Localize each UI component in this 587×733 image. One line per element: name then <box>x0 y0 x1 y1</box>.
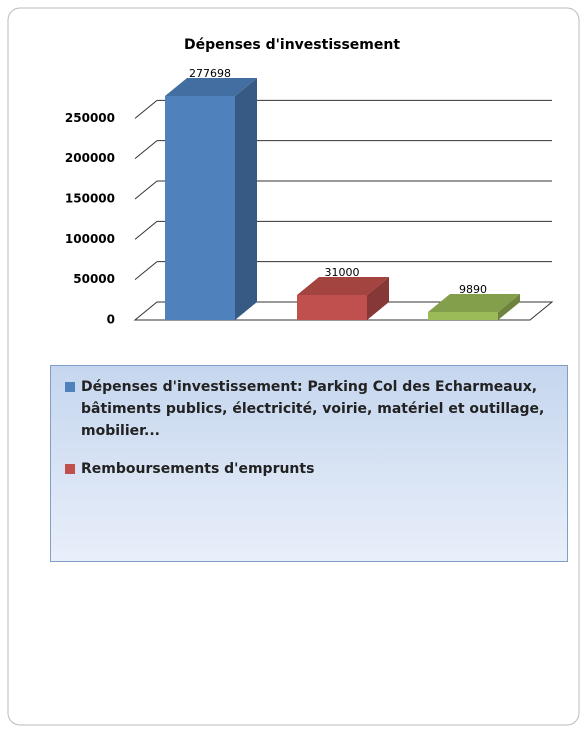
y-tick-label: 250000 <box>65 111 115 125</box>
legend-swatch <box>65 464 75 474</box>
floor <box>133 301 554 321</box>
y-tick-label: 0 <box>107 313 115 327</box>
legend-label: Remboursements d'emprunts <box>81 461 315 477</box>
bar-top <box>297 276 389 295</box>
bar <box>428 312 498 320</box>
value-label: 31000 <box>325 266 360 279</box>
bar-side <box>498 294 520 320</box>
y-tick-label: 100000 <box>65 232 115 246</box>
grid-side <box>134 261 158 281</box>
value-label: 9890 <box>459 283 487 296</box>
bar-side <box>367 276 389 320</box>
y-tick-label: 200000 <box>65 151 115 165</box>
chart-title: Dépenses d'investissement <box>184 37 400 53</box>
legend-entry: Dépenses d'investissement: Parking Col d… <box>65 376 557 442</box>
y-tick-label: 50000 <box>73 272 115 286</box>
grid-side <box>134 180 158 200</box>
bar-side <box>235 77 257 320</box>
grid-side <box>134 140 158 160</box>
grid-side <box>134 220 158 240</box>
bar-top <box>428 294 520 313</box>
grid-side <box>134 99 158 119</box>
bar <box>165 95 235 320</box>
legend: Dépenses d'investissement: Parking Col d… <box>50 365 568 562</box>
y-tick-label: 150000 <box>65 192 115 206</box>
bar <box>297 294 367 320</box>
value-label: 277698 <box>189 67 231 80</box>
bar-top <box>165 77 257 96</box>
legend-swatch <box>65 382 75 392</box>
legend-label: Dépenses d'investissement: Parking Col d… <box>81 379 545 439</box>
legend-entry: Remboursements d'emprunts <box>65 458 557 480</box>
